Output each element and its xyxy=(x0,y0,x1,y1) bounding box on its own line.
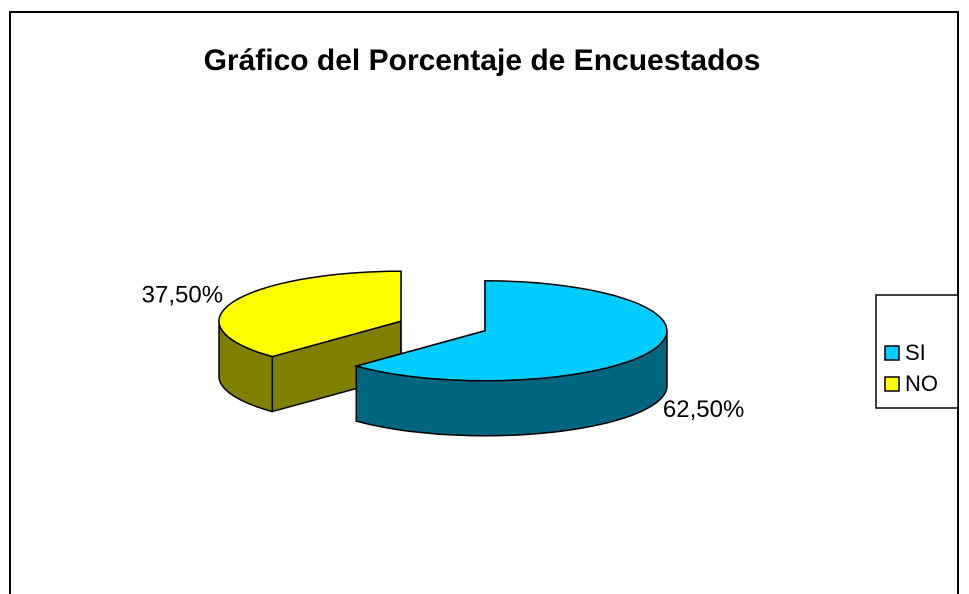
legend-swatch xyxy=(884,376,900,392)
legend-label: SI xyxy=(905,340,926,365)
slice-top xyxy=(218,270,402,358)
chart-title: Gráfico del Porcentaje de Encuestados xyxy=(204,44,761,77)
pie-slice xyxy=(353,280,668,437)
slice-top xyxy=(353,280,668,382)
plot-area xyxy=(218,270,668,437)
data-label: 37,50% xyxy=(142,282,223,309)
data-label: 62,50% xyxy=(663,396,744,423)
legend-label: NO xyxy=(905,371,938,396)
pie-slice xyxy=(218,270,402,413)
legend-swatch xyxy=(884,345,900,361)
